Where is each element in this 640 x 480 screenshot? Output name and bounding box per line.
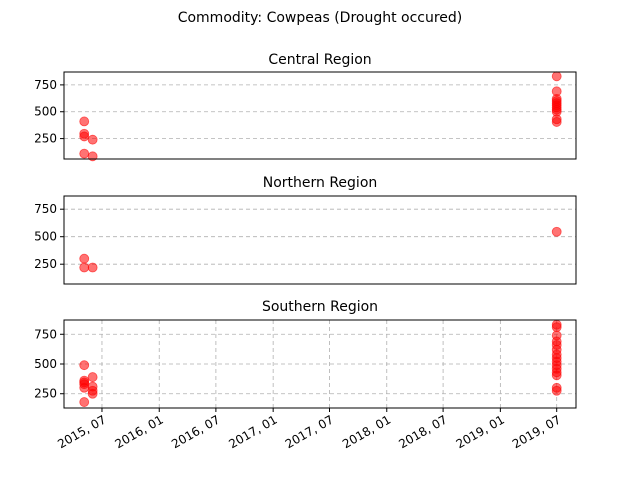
- x-tick-label: 2015, 07: [55, 412, 108, 451]
- data-point: [79, 262, 90, 273]
- y-tick-label: 500: [34, 357, 57, 371]
- axes-frame: [63, 319, 577, 409]
- x-tick-label: 2017, 07: [283, 412, 336, 451]
- y-tick-label: 750: [34, 202, 57, 216]
- axes-frame: [63, 71, 577, 160]
- x-tick-label: 2016, 01: [112, 412, 165, 451]
- x-tick-label: 2018, 07: [396, 412, 449, 451]
- data-point: [87, 372, 98, 382]
- x-tick-label: 2017, 01: [226, 412, 279, 451]
- data-point: [79, 131, 90, 142]
- y-tick-label: 500: [34, 230, 57, 244]
- x-tick-label: 2016, 07: [169, 412, 222, 451]
- data-point: [79, 360, 90, 371]
- axes-frame: [63, 195, 577, 285]
- y-tick-label: 250: [34, 257, 57, 271]
- x-tick-label: 2019, 01: [454, 412, 507, 451]
- data-point: [551, 370, 562, 381]
- data-point: [551, 322, 562, 333]
- x-axis: 2015, 07 2016, 01 2016, 07 2017, 01 2017, 07…: [55, 408, 563, 451]
- x-tick-label: 2019, 07: [510, 412, 563, 451]
- y-tick-label: 250: [34, 387, 57, 401]
- chart-title: Commodity: Cowpeas (Drought occured): [178, 10, 463, 26]
- y-tick-label: 750: [34, 78, 57, 92]
- data-point: [551, 71, 562, 82]
- data-point: [79, 397, 90, 407]
- y-tick-label: 750: [34, 327, 57, 341]
- data-point: [551, 226, 562, 237]
- data-point: [551, 117, 562, 127]
- y-tick-label: 250: [34, 132, 57, 146]
- data-point: [87, 388, 98, 399]
- data-point: [551, 385, 562, 396]
- panel-title-southern: Southern Region: [262, 299, 378, 315]
- data-point: [79, 253, 90, 264]
- panel-northern-region: Northern Region 250 500 750: [34, 175, 577, 285]
- panel-title-central: Central Region: [268, 52, 371, 68]
- panel-title-northern: Northern Region: [263, 175, 378, 191]
- y-tick-label: 500: [34, 105, 57, 119]
- panel-southern-region: Southern Region 250 500 750: [34, 299, 577, 409]
- data-point: [87, 262, 98, 273]
- x-tick-label: 2018, 01: [340, 412, 393, 451]
- data-point: [79, 116, 90, 127]
- data-point: [79, 148, 90, 159]
- data-point: [79, 382, 90, 393]
- panel-central-region: Central Region 250 500 750: [34, 52, 577, 162]
- data-point: [87, 134, 98, 145]
